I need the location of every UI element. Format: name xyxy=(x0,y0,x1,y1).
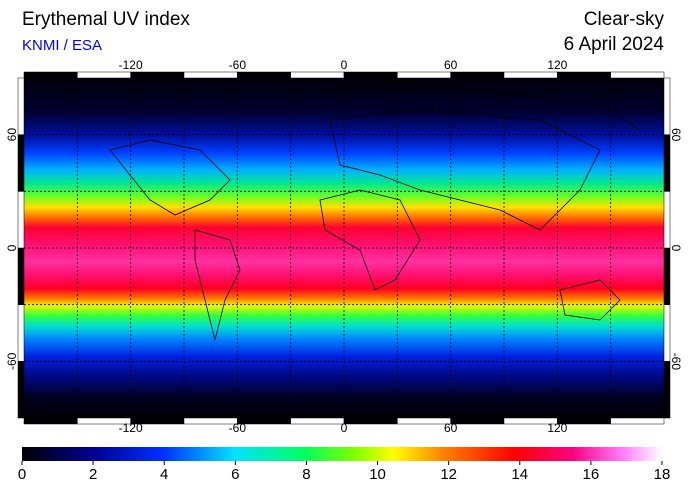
frame-segment xyxy=(397,71,451,79)
frame-segment xyxy=(663,77,671,135)
frame-segment xyxy=(183,71,238,79)
frame-segment xyxy=(23,71,78,79)
frame-segment xyxy=(663,134,671,192)
frame-segment xyxy=(557,71,611,79)
source: KNMI / ESA xyxy=(22,37,102,54)
colorbar-tick-label: 16 xyxy=(583,466,600,483)
lon-tick-label-top: 60 xyxy=(444,58,458,72)
lon-tick-label-bottom: -120 xyxy=(119,421,143,435)
frame-segment xyxy=(17,247,25,305)
frame-segment xyxy=(450,417,505,425)
frame-segment xyxy=(397,417,451,425)
frame-segment xyxy=(663,191,671,249)
frame-segment xyxy=(610,417,665,425)
lon-tick-label-bottom: 120 xyxy=(547,421,567,435)
frame-segment xyxy=(343,417,398,425)
frame-segment xyxy=(130,71,185,79)
lat-tick-label-right: 0 xyxy=(669,245,683,252)
lon-tick-label-bottom: -60 xyxy=(229,421,247,435)
colorbar-tick-label: 8 xyxy=(302,466,310,483)
colorbar-tick-label: 10 xyxy=(369,466,386,483)
lon-tick-label-bottom: 0 xyxy=(341,421,348,435)
frame-segment xyxy=(77,71,131,79)
lat-tick-label-left: -60 xyxy=(5,352,19,370)
frame-segment xyxy=(450,71,505,79)
colorbar xyxy=(22,447,662,461)
lat-tick-label-left: 0 xyxy=(5,244,19,251)
lon-tick-label-top: 0 xyxy=(341,58,348,72)
frame-segment xyxy=(290,71,345,79)
lon-tick-label-top: -120 xyxy=(119,58,143,72)
lat-tick-label-right: 60 xyxy=(669,128,683,142)
title: Erythemal UV index xyxy=(22,9,190,30)
colorbar-tick-label: 4 xyxy=(160,466,168,483)
frame xyxy=(17,71,671,425)
frame-segment xyxy=(290,417,345,425)
frame-segment xyxy=(17,134,25,192)
lat-tick-label-left: 60 xyxy=(5,128,19,142)
frame-segment xyxy=(17,191,25,249)
frame-segment xyxy=(23,417,78,425)
colorbar-tick-label: 2 xyxy=(89,466,97,483)
frame-segment xyxy=(503,71,558,79)
lat-tick-label-right: -60 xyxy=(669,353,683,371)
colorbar-tick-label: 0 xyxy=(18,466,26,483)
coastlines xyxy=(109,84,641,341)
lon-tick-label-top: 120 xyxy=(547,58,567,72)
lon-tick-label-bottom: 60 xyxy=(444,421,458,435)
lon-tick-label-top: -60 xyxy=(229,58,247,72)
frame-segment xyxy=(17,77,25,135)
colorbar-tick-label: 14 xyxy=(511,466,528,483)
frame-segment xyxy=(237,71,291,79)
grid xyxy=(24,78,664,418)
frame-segment xyxy=(343,71,398,79)
colorbar-tick-label: 6 xyxy=(231,466,239,483)
colorbar-tick-label: 18 xyxy=(654,466,671,483)
frame-segment xyxy=(610,71,665,79)
colorbar-tick-label: 12 xyxy=(440,466,457,483)
labels: -120 -120 -60 -60 0 0 60 60 120 120 -60 -60 0 0 60 60 0 2… xyxy=(5,58,683,483)
frame-segment xyxy=(663,247,671,305)
date: 6 April 2024 xyxy=(564,34,665,55)
sky: Clear-sky xyxy=(584,9,665,30)
